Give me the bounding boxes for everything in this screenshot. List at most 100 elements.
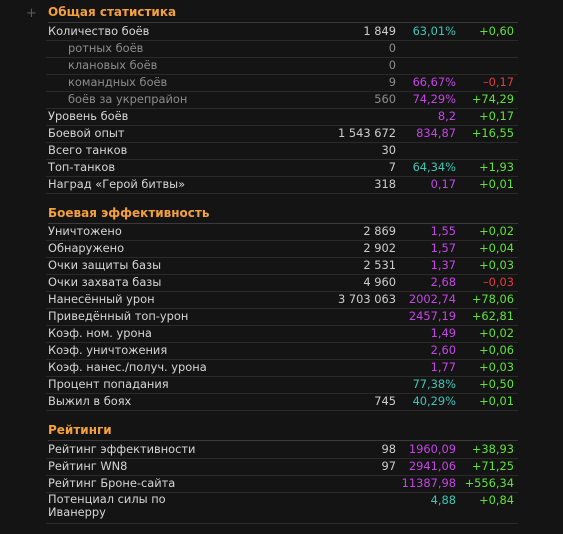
stat-delta: –0,17: [482, 75, 514, 89]
stat-average: 4,88: [430, 493, 456, 507]
stat-delta: +0,02: [479, 224, 514, 238]
stat-row: Рейтинг эффективности 98 1960,09 +38,93: [46, 441, 518, 459]
stat-label: Потенциал силы по Иванерру: [48, 492, 166, 519]
stat-average: 63,01%: [412, 24, 456, 38]
stat-row: Обнаружено 2 902 1,57 +0,04: [46, 240, 518, 258]
stat-label: командных боёв: [68, 75, 168, 89]
stat-delta: –0,03: [482, 275, 514, 289]
stat-average: 834,87: [416, 126, 456, 140]
stat-average: 1960,09: [408, 442, 456, 456]
stat-average: 1,37: [430, 258, 456, 272]
section-header-efficiency: Боевая эффективность: [48, 206, 518, 224]
stat-delta: +0,60: [479, 24, 514, 38]
stat-row: Боевой опыт 1 543 672 834,87 +16,55: [46, 125, 518, 143]
stat-value: 2 869: [363, 224, 396, 238]
stat-value: 1 849: [363, 24, 396, 38]
stat-label: Обнаружено: [48, 241, 125, 255]
stat-delta: +0,06: [479, 343, 514, 357]
stat-label: Очки защиты базы: [48, 258, 162, 272]
stat-average: 40,29%: [412, 394, 456, 408]
stat-label: Наград «Герой битвы»: [48, 177, 186, 191]
stat-average: 77,38%: [412, 377, 456, 391]
stat-label: Уничтожено: [48, 224, 122, 238]
stat-value: 7: [388, 160, 396, 174]
stat-average: 66,67%: [412, 75, 456, 89]
stat-average: 1,57: [430, 241, 456, 255]
stat-label: Рейтинг WN8: [48, 459, 128, 473]
stat-row: Коэф. уничтожения 2,60 +0,06: [46, 342, 518, 360]
stat-label: Рейтинг эффективности: [48, 442, 196, 456]
stat-label: Всего танков: [48, 143, 128, 157]
stat-label: Уровень боёв: [48, 109, 129, 123]
stat-row: Рейтинг WN8 97 2941,06 +71,25: [46, 458, 518, 476]
stat-delta: +0,04: [479, 241, 514, 255]
stat-label: Боевой опыт: [48, 126, 125, 140]
stat-label: Коэф. нанес./получ. урона: [48, 360, 207, 374]
stat-row: Нанесённый урон 3 703 063 2002,74 +78,06: [46, 291, 518, 309]
stat-row: Топ-танков 7 64,34% +1,93: [46, 159, 518, 177]
stat-value: 0: [388, 58, 396, 72]
stat-delta: +78,06: [471, 292, 514, 306]
stat-row: Потенциал силы по Иванерру 4,88 +0,84: [46, 492, 518, 524]
stat-value: 318: [374, 177, 396, 191]
stat-delta: +38,93: [471, 442, 514, 456]
stat-row: Наград «Герой битвы» 318 0,17 +0,01: [46, 176, 518, 194]
section-header-ratings: Рейтинги: [48, 423, 518, 441]
stat-value: 4 960: [363, 275, 396, 289]
stat-average: 2002,74: [408, 292, 456, 306]
stat-label: Коэф. ном. урона: [48, 326, 152, 340]
stat-row: Уровень боёв 8,2 +0,17: [46, 108, 518, 126]
stat-average: 0,17: [430, 177, 456, 191]
stat-average: 1,77: [430, 360, 456, 374]
stat-average: 11387,98: [401, 476, 456, 490]
stat-delta: +0,01: [479, 177, 514, 191]
stat-delta: +0,03: [479, 360, 514, 374]
stat-value: 30: [381, 143, 397, 157]
stat-delta: +0,01: [479, 394, 514, 408]
section-header-general: Общая статистика: [48, 5, 518, 23]
stat-value: 745: [374, 394, 396, 408]
stat-average: 2941,06: [408, 459, 456, 473]
stat-delta: +0,02: [479, 326, 514, 340]
stat-label: Очки захвата базы: [48, 275, 162, 289]
stat-label: Топ-танков: [48, 160, 116, 174]
stat-value: 2 902: [363, 241, 396, 255]
stat-row: боёв за укрепрайон 560 74,29% +74,29: [46, 91, 518, 109]
stat-label: клановых боёв: [68, 58, 158, 72]
stat-delta: +0,03: [479, 258, 514, 272]
stat-row: Коэф. нанес./получ. урона 1,77 +0,03: [46, 359, 518, 377]
stat-row: Уничтожено 2 869 1,55 +0,02: [46, 223, 518, 241]
stat-row: Процент попадания 77,38% +0,50: [46, 376, 518, 394]
stat-delta: +1,93: [479, 160, 514, 174]
stat-label: Рейтинг Броне-сайта: [48, 476, 176, 490]
stat-average: 2,60: [430, 343, 456, 357]
stat-label: боёв за укрепрайон: [68, 92, 188, 106]
stat-delta: +0,17: [479, 109, 514, 123]
stat-label: Выжил в боях: [48, 394, 132, 408]
stat-value: 9: [388, 75, 396, 89]
stat-row: Количество боёв 1 849 63,01% +0,60: [46, 23, 518, 41]
stat-delta: +16,55: [471, 126, 514, 140]
stat-value: 0: [388, 41, 396, 55]
stat-label: Процент попадания: [48, 377, 169, 391]
stat-value: 3 703 063: [338, 292, 396, 306]
stat-average: 2457,19: [408, 309, 456, 323]
stat-row: Очки защиты базы 2 531 1,37 +0,03: [46, 257, 518, 275]
stat-delta: +0,50: [479, 377, 514, 391]
stat-row: Всего танков 30: [46, 142, 518, 160]
stat-row: Выжил в боях 745 40,29% +0,01: [46, 393, 518, 411]
stat-average: 74,29%: [412, 92, 456, 106]
stat-row: Коэф. ном. урона 1,49 +0,02: [46, 325, 518, 343]
stat-value: 1 543 672: [338, 126, 396, 140]
stat-delta: +556,34: [464, 476, 514, 490]
stat-delta: +74,29: [471, 92, 514, 106]
stat-average: 8,2: [437, 109, 456, 123]
stat-row: командных боёв 9 66,67% –0,17: [46, 74, 518, 92]
stat-row: ротных боёв 0: [46, 40, 518, 58]
stat-label: Коэф. уничтожения: [48, 343, 168, 357]
stat-average: 1,55: [430, 224, 456, 238]
expand-toggle-icon[interactable]: +: [26, 6, 37, 21]
stat-row: Очки захвата базы 4 960 2,68 –0,03: [46, 274, 518, 292]
stat-value: 97: [381, 459, 397, 473]
